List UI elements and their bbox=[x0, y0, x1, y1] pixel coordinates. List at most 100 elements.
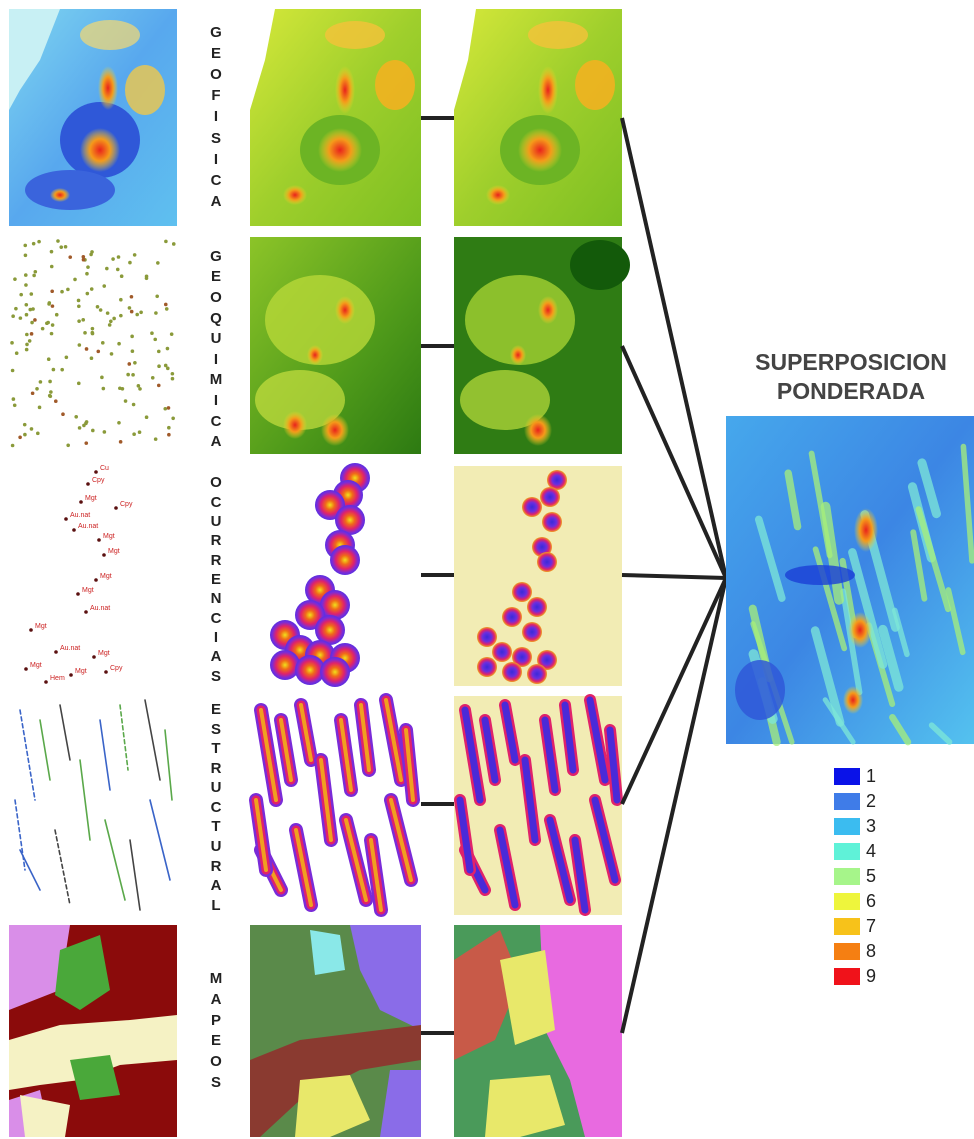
occurrence-label: Mgt bbox=[103, 533, 115, 540]
occurrence-label: Mgt bbox=[98, 650, 110, 657]
label-letter: C bbox=[210, 609, 222, 627]
occurrence-label: Cpy bbox=[92, 477, 105, 484]
label-letter: S bbox=[210, 667, 221, 685]
legend: 1 2 3 4 5 6 7 8 9 bbox=[834, 764, 876, 989]
label-letter: S bbox=[210, 720, 221, 738]
legend-item: 7 bbox=[834, 914, 876, 939]
panel-estructural-raw bbox=[9, 696, 177, 915]
label-letter: Q bbox=[210, 309, 222, 327]
panel-mapeos-raw bbox=[9, 925, 177, 1137]
occurrence-label: Au.nat bbox=[90, 605, 110, 612]
label-letter: G bbox=[210, 24, 222, 42]
occurrence-label: Mgt bbox=[108, 548, 120, 555]
legend-label: 4 bbox=[866, 841, 877, 861]
panel-ocurrencias-map1 bbox=[250, 463, 421, 687]
panel-geoquimica-raw bbox=[9, 237, 177, 454]
panel-geofisica-map1 bbox=[250, 9, 421, 226]
legend-item: 2 bbox=[834, 789, 876, 814]
legend-label: 1 bbox=[866, 766, 877, 786]
label-letter: U bbox=[210, 779, 222, 797]
label-letter: O bbox=[210, 1053, 222, 1071]
label-letter: I bbox=[213, 629, 219, 647]
legend-label: 7 bbox=[866, 916, 877, 936]
occurrence-label: Cu bbox=[100, 465, 109, 472]
panel-ocurrencias-raw: Cu Cpy Mgt Cpy Au.nat Au.nat Mgt Mgt Mgt Mgt Au.na… bbox=[9, 465, 177, 686]
label-letter: C bbox=[210, 171, 222, 189]
occurrence-label: Au.nat bbox=[60, 645, 80, 652]
legend-swatch bbox=[834, 818, 860, 835]
panel-estructural-map2 bbox=[454, 694, 623, 916]
occurrence-label: Au.nat bbox=[70, 512, 90, 519]
legend-item: 4 bbox=[834, 839, 876, 864]
label-letter: F bbox=[211, 87, 221, 105]
connector-lines-short bbox=[421, 116, 454, 1035]
legend-item: 8 bbox=[834, 939, 876, 964]
label-letter: C bbox=[210, 412, 222, 430]
legend-swatch bbox=[834, 918, 860, 935]
label-letter: A bbox=[210, 433, 222, 451]
label-letter: E bbox=[210, 1032, 221, 1050]
legend-label: 5 bbox=[866, 866, 877, 886]
result-title-line1: SUPERPOSICION bbox=[755, 349, 947, 375]
label-letter: U bbox=[210, 837, 222, 855]
label-letter: A bbox=[210, 877, 222, 895]
label-letter: U bbox=[210, 330, 222, 348]
label-letter: T bbox=[211, 818, 221, 836]
occurrence-label: Mgt bbox=[85, 495, 97, 502]
occurrence-label: Cpy bbox=[110, 665, 123, 672]
label-letter: E bbox=[210, 570, 221, 588]
label-letter: O bbox=[210, 66, 222, 84]
label-letter: M bbox=[209, 969, 223, 987]
legend-swatch bbox=[834, 793, 860, 810]
occurrence-label: Mgt bbox=[82, 587, 94, 594]
label-letter: U bbox=[210, 512, 222, 530]
panel-ocurrencias-map2 bbox=[454, 466, 622, 686]
label-letter: P bbox=[210, 1011, 221, 1029]
label-letter: G bbox=[210, 247, 222, 265]
legend-label: 3 bbox=[866, 816, 877, 836]
label-letter: E bbox=[210, 701, 221, 719]
panel-geofisica-raw bbox=[9, 9, 177, 226]
label-letter: N bbox=[210, 590, 222, 608]
legend-item: 3 bbox=[834, 814, 876, 839]
legend-swatch bbox=[834, 893, 860, 910]
label-letter: S bbox=[210, 129, 221, 147]
label-letter: O bbox=[210, 288, 222, 306]
label-letter: C bbox=[210, 798, 222, 816]
label-letter: E bbox=[210, 45, 221, 63]
label-letter: A bbox=[210, 648, 222, 666]
panel-mapeos-map1 bbox=[250, 925, 421, 1137]
panel-superposicion bbox=[726, 416, 974, 747]
legend-label: 6 bbox=[866, 891, 877, 911]
legend-item: 1 bbox=[834, 764, 876, 789]
occurrence-label: Mgt bbox=[75, 668, 87, 675]
connector-lines-converge bbox=[620, 117, 728, 1034]
label-letter: M bbox=[209, 371, 223, 389]
label-letter: S bbox=[210, 1074, 221, 1092]
occurrence-label: Hem bbox=[50, 675, 65, 682]
occurrence-label: Au.nat bbox=[78, 523, 98, 530]
legend-item: 5 bbox=[834, 864, 876, 889]
result-title: SUPERPOSICION PONDERADA bbox=[728, 348, 974, 406]
label-letter: R bbox=[210, 532, 222, 550]
label-letter: R bbox=[210, 759, 222, 777]
label-letter: E bbox=[210, 268, 221, 286]
legend-item: 9 bbox=[834, 964, 876, 989]
occurrence-label: Mgt bbox=[100, 573, 112, 580]
label-letter: R bbox=[210, 857, 222, 875]
label-letter: I bbox=[213, 150, 219, 168]
label-letter: A bbox=[210, 192, 222, 210]
legend-swatch bbox=[834, 868, 860, 885]
label-letter: I bbox=[213, 108, 219, 126]
panel-geoquimica-map1 bbox=[250, 237, 421, 454]
legend-label: 8 bbox=[866, 941, 877, 961]
legend-swatch bbox=[834, 968, 860, 985]
legend-swatch bbox=[834, 943, 860, 960]
label-letter: I bbox=[213, 350, 219, 368]
label-letter: L bbox=[211, 896, 221, 914]
